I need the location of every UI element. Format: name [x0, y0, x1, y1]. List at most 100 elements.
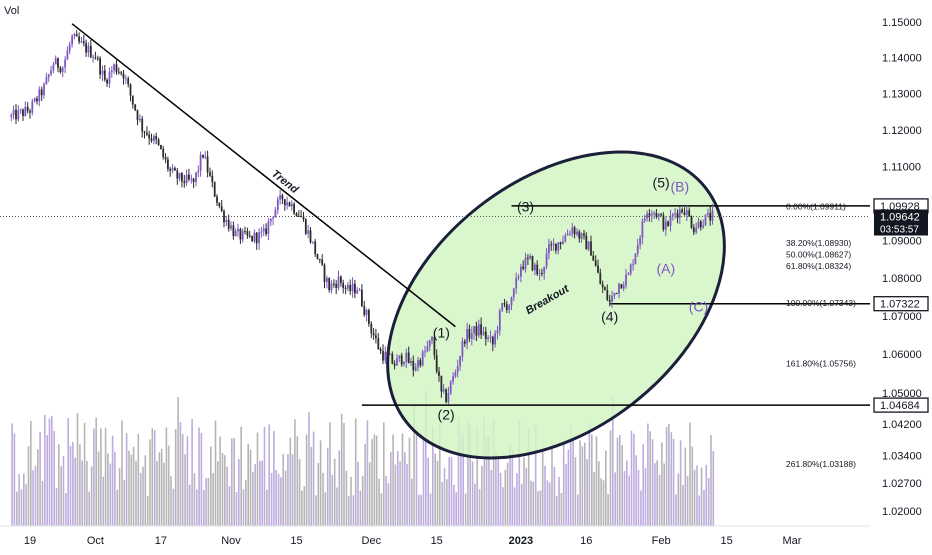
wave-label: (1): [433, 325, 450, 341]
candle-body: [550, 244, 553, 246]
volume-bar: [76, 413, 79, 526]
candle-body: [54, 58, 57, 65]
candle-body: [75, 34, 78, 37]
volume-bar: [607, 494, 609, 526]
horizontal-lines: [361, 205, 870, 406]
volume-bar: [58, 444, 60, 526]
volume-bar: [679, 440, 682, 526]
volume-bar: [399, 461, 401, 526]
volume-bar: [125, 433, 128, 526]
candle-body: [318, 259, 321, 261]
volume-bar: [511, 449, 514, 526]
volume-bar: [464, 493, 467, 526]
candle-body: [545, 253, 548, 267]
volume-bar: [689, 422, 691, 526]
candle-body: [206, 156, 209, 173]
price-tag-value: 1.09642: [880, 212, 920, 224]
fib-level-label: 0.00%(1.09911): [786, 202, 846, 212]
volume-bar: [579, 440, 581, 526]
volume-bar: [44, 414, 46, 526]
candle-body: [433, 336, 436, 356]
volume-bar: [191, 419, 193, 526]
volume-bar: [315, 495, 317, 526]
candle-body: [466, 329, 468, 344]
candle-body: [85, 43, 87, 53]
candle-body: [548, 244, 550, 254]
volume-bar: [455, 492, 457, 526]
candle-body: [377, 338, 380, 349]
candle-body: [160, 145, 162, 149]
candle-body: [669, 216, 672, 226]
volume-bar: [359, 490, 362, 526]
candle-body: [124, 78, 127, 80]
candle-body: [178, 173, 181, 179]
price-axis[interactable]: 1.15000 1.14000 1.13000 1.12000 1.11000 1.090…: [882, 17, 922, 518]
candle-body: [620, 284, 623, 289]
volume-bar: [434, 453, 436, 526]
time-tick-label: 2023: [509, 535, 533, 547]
volume-bar: [203, 490, 205, 526]
candle-body: [234, 231, 237, 237]
candle-body: [386, 352, 389, 355]
volume-bar: [527, 429, 530, 526]
candle-body: [176, 170, 179, 179]
volume-bar: [259, 461, 261, 526]
candle-body: [183, 181, 186, 184]
candle-body: [40, 89, 43, 96]
volume-bar: [160, 449, 163, 526]
candle-body: [358, 289, 361, 291]
candle-body: [73, 34, 76, 36]
candle-body: [643, 218, 646, 222]
time-axis[interactable]: 19 Oct 17 Nov 15 Dec 15 2023 16 Feb 15 Mar: [0, 525, 870, 547]
volume-bar: [640, 490, 642, 526]
volume-bar: [39, 431, 41, 526]
candle-body: [634, 253, 637, 265]
volume-bar: [142, 466, 144, 526]
candle-body: [438, 371, 440, 376]
volume-bar: [441, 482, 443, 526]
price-tick-label: 1.05000: [882, 388, 922, 400]
trend-line: [71, 23, 456, 328]
fib-level-label: 161.80%(1.05756): [786, 359, 856, 369]
candle-body: [608, 299, 611, 302]
candle-body: [309, 230, 312, 243]
volume-bar: [637, 469, 640, 526]
fib-level-label: 100.00%(1.07343): [786, 298, 856, 308]
volume-bar: [233, 438, 235, 526]
volume-bar: [179, 422, 182, 526]
volume-bar: [684, 447, 687, 526]
volume-bar: [495, 452, 497, 526]
candle-body: [646, 213, 648, 219]
volume-bar: [319, 440, 322, 526]
candle-body: [351, 283, 354, 292]
volume-bars: [11, 390, 715, 526]
volume-bar: [656, 460, 658, 526]
volume-bar: [481, 466, 483, 526]
candle-body: [585, 235, 588, 250]
volume-bar: [429, 493, 432, 526]
volume-bar: [298, 459, 301, 526]
candle-body: [169, 168, 172, 171]
candle-body: [269, 218, 272, 222]
candle-body: [662, 215, 665, 230]
volume-bar: [212, 473, 214, 526]
volume-bar: [700, 467, 703, 526]
candle-body: [414, 367, 417, 371]
volume-bar: [544, 465, 546, 526]
volume-bar: [621, 445, 623, 526]
volume-bar: [602, 480, 605, 526]
volume-bar: [177, 397, 179, 526]
candle-body: [66, 50, 69, 60]
candle-body: [489, 336, 492, 338]
price-tag-countdown: 03:53:57: [880, 225, 919, 236]
volume-bar: [172, 488, 175, 526]
candle-body: [487, 337, 489, 339]
volume-bar: [23, 473, 25, 526]
candle-body: [19, 109, 22, 111]
candle-body: [435, 355, 438, 372]
candle-body: [573, 227, 576, 235]
candle-body: [82, 41, 85, 44]
volume-bar: [97, 451, 100, 526]
